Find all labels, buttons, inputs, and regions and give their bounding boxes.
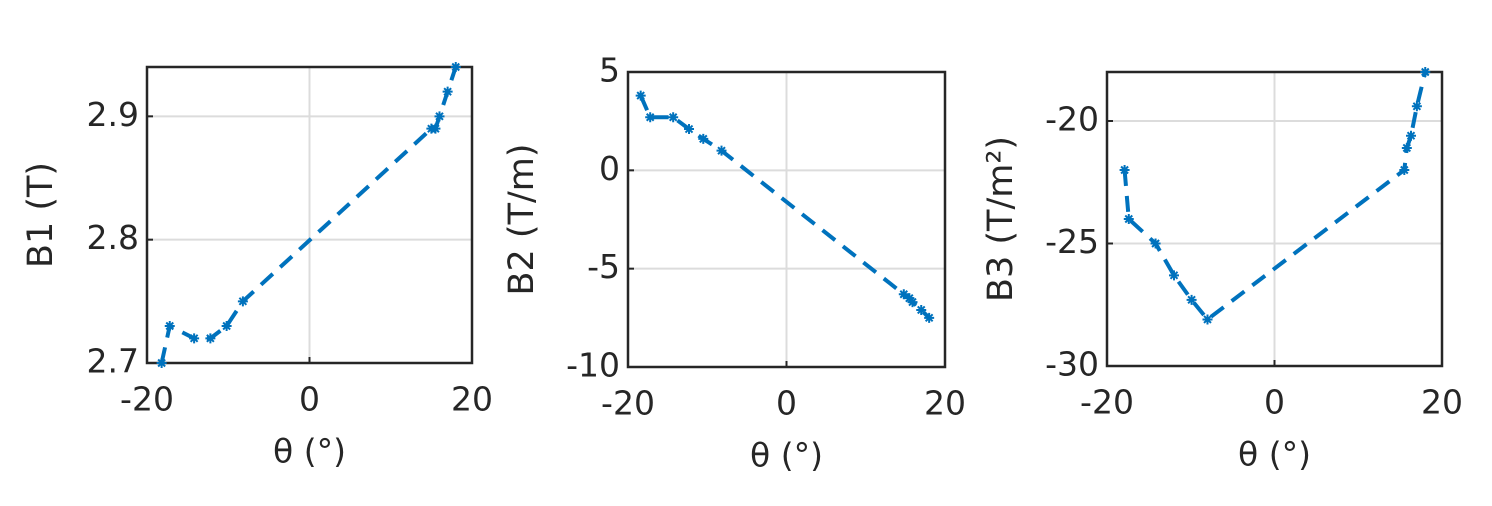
plot-frame xyxy=(145,65,474,365)
y-tick-label: -5 xyxy=(587,247,620,286)
plot-frame xyxy=(1105,70,1444,368)
marker xyxy=(1202,314,1213,325)
marker xyxy=(189,333,200,344)
marker xyxy=(156,358,167,368)
marker xyxy=(164,321,175,331)
marker xyxy=(907,297,918,308)
y-axis-label: B1 (T) xyxy=(21,162,61,268)
marker xyxy=(916,304,927,315)
marker xyxy=(1411,101,1422,112)
marker xyxy=(430,123,441,134)
marker xyxy=(1420,67,1431,77)
plot-frame xyxy=(626,70,947,369)
data-line xyxy=(638,94,931,320)
marker xyxy=(668,112,679,123)
x-axis-label: θ (°) xyxy=(1238,435,1311,474)
x-tick-label: 0 xyxy=(1264,383,1285,422)
x-tick-label: 20 xyxy=(1421,383,1463,422)
y-tick-label: 2.9 xyxy=(87,95,139,134)
marker xyxy=(1401,142,1412,153)
x-tick-label: 20 xyxy=(924,384,966,423)
x-tick-label: -20 xyxy=(1080,383,1134,422)
marker xyxy=(904,293,915,304)
marker xyxy=(716,145,727,156)
y-tick-label: -20 xyxy=(1045,100,1099,139)
y-tick-label: 0 xyxy=(599,149,620,188)
marker xyxy=(221,321,232,331)
marker xyxy=(1119,165,1130,175)
y-axis-label: B3 (T/m²) xyxy=(981,136,1021,302)
x-tick-label: -20 xyxy=(120,380,174,419)
marker xyxy=(1123,214,1134,224)
marker xyxy=(635,90,646,101)
x-axis-label: θ (°) xyxy=(273,432,346,471)
x-tick-label: -20 xyxy=(601,384,655,423)
x-tick-label: 20 xyxy=(451,380,493,419)
marker xyxy=(1150,238,1161,249)
y-tick-label: -30 xyxy=(1045,345,1099,384)
y-tick-label: 2.8 xyxy=(87,218,139,257)
marker xyxy=(698,133,709,144)
y-tick-label: 2.7 xyxy=(87,342,139,381)
y-tick-label: -25 xyxy=(1045,222,1099,261)
x-tick-label: 0 xyxy=(776,384,797,423)
marker xyxy=(205,333,216,344)
marker xyxy=(898,289,909,300)
x-tick-label: 0 xyxy=(299,380,320,419)
marker xyxy=(684,124,695,135)
marker xyxy=(1186,294,1197,305)
x-axis-label: θ (°) xyxy=(750,436,823,475)
marker xyxy=(645,112,656,123)
marker xyxy=(1406,130,1417,141)
marker xyxy=(237,296,248,307)
marker xyxy=(1169,270,1179,281)
marker xyxy=(924,312,935,323)
marker xyxy=(434,111,445,122)
marker xyxy=(450,62,461,72)
marker xyxy=(442,86,453,97)
y-tick-label: -10 xyxy=(566,346,620,385)
y-axis-label: B2 (T/m) xyxy=(502,144,542,296)
data-line xyxy=(1122,71,1428,323)
y-tick-label: 5 xyxy=(599,51,620,90)
marker xyxy=(1399,165,1410,175)
